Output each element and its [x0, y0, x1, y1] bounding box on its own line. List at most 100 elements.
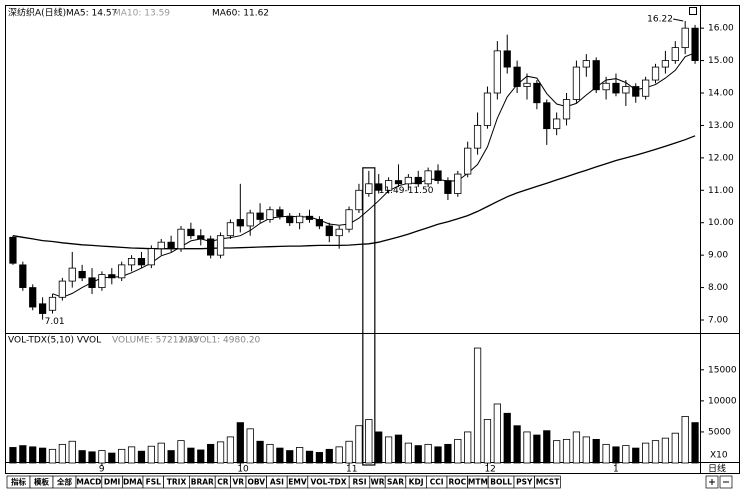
tab-label: EMV — [288, 478, 307, 487]
legend-ma60: MA60: 11.62 — [212, 9, 269, 19]
candle-body — [68, 267, 76, 282]
candle-body — [38, 303, 47, 314]
volume-bar — [464, 431, 472, 464]
candle-body — [375, 183, 383, 191]
candle-body — [365, 183, 373, 194]
volume-bar — [622, 445, 630, 464]
annotation-arrow — [673, 18, 684, 22]
tab-label: WR — [370, 478, 384, 487]
tab-label: MACD — [76, 478, 101, 487]
tab-label: DMA — [123, 478, 143, 487]
legend-ma10: MA10: 13.59 — [113, 9, 170, 19]
candle-body — [9, 236, 17, 264]
volume-bar — [553, 440, 561, 464]
window-button[interactable] — [689, 7, 697, 15]
volume-bar — [68, 440, 76, 464]
tab-label: BRAR — [191, 478, 214, 487]
volume-bar — [137, 450, 146, 464]
volume-title: VOL-TDX(5,10) VVOL — [8, 336, 101, 346]
candle-body — [216, 235, 225, 256]
volume-bar — [473, 347, 482, 464]
volume-bar — [582, 436, 590, 464]
candle-body — [58, 280, 66, 298]
annotation: 16.22 — [647, 15, 673, 25]
candle-body — [78, 270, 86, 279]
volume-bar — [216, 441, 225, 464]
volume-bar — [602, 443, 610, 464]
candle-body — [444, 180, 452, 194]
volume-bar — [9, 447, 17, 464]
candle-body — [473, 125, 482, 149]
candle-body — [157, 241, 165, 250]
volume-bar — [88, 451, 96, 464]
tab-label: TRIX — [167, 478, 187, 487]
x-tick-label: 1 — [613, 465, 619, 475]
candle-body — [276, 209, 284, 217]
volume-unit: X10 — [710, 451, 728, 461]
y-tick-label: 9.00 — [708, 251, 728, 261]
volume-bar — [454, 438, 462, 464]
candle-body — [464, 147, 472, 175]
candle-body — [118, 264, 126, 279]
candle-body — [88, 277, 96, 288]
tab-label: ASI — [270, 478, 284, 487]
volume-bar — [187, 447, 195, 464]
x-tick-label: 11 — [346, 465, 357, 475]
volume-bar — [58, 443, 66, 464]
candle-body — [602, 82, 610, 91]
candle-body — [612, 82, 620, 94]
tab-label: 模板 — [34, 477, 49, 487]
chart-title: 深纺织A(日线) — [8, 7, 66, 19]
volume-bar — [226, 436, 235, 464]
candle-body — [147, 248, 155, 266]
candle-body — [632, 86, 640, 97]
candle-body — [167, 241, 175, 250]
candle-body — [414, 176, 422, 185]
volume-bar — [543, 430, 551, 464]
candle-body — [533, 82, 541, 104]
volume-legend: VOLUME: 57212.33 — [112, 336, 199, 346]
candle-body — [651, 66, 660, 81]
x-tick-label: 9 — [99, 465, 105, 475]
volume-bar — [523, 431, 531, 464]
volume-bar — [177, 440, 185, 464]
tab-label: ROC — [448, 478, 466, 487]
tab-label: BOLL — [490, 478, 512, 487]
y-tick-label: 10.00 — [708, 218, 734, 228]
candle-body — [335, 228, 343, 237]
y-tick-label: 16.00 — [708, 24, 734, 34]
volume-bar — [562, 438, 571, 464]
volume-bar — [503, 412, 511, 464]
candle-body — [246, 212, 254, 227]
candle-body — [19, 264, 27, 288]
x-tick-label: 12 — [484, 465, 495, 475]
volume-bar — [365, 419, 373, 464]
highlight-box — [362, 167, 376, 466]
candle-body — [315, 219, 324, 227]
candle-body — [177, 228, 185, 250]
volume-bar — [325, 448, 333, 464]
volume-bar — [661, 437, 670, 464]
candle-body — [355, 189, 363, 211]
volume-bar — [642, 442, 650, 464]
tab[interactable] — [534, 475, 561, 489]
y-tick-label: 10000 — [708, 396, 737, 406]
volume-bar — [493, 403, 501, 464]
ma5-line — [52, 52, 696, 298]
candle-body — [562, 99, 571, 120]
volume-bar — [384, 436, 393, 464]
candle-body — [572, 66, 581, 100]
candle-body — [384, 180, 393, 191]
volume-bar — [572, 431, 581, 464]
tab-label: CR — [217, 478, 229, 487]
candle-body — [394, 180, 403, 185]
candle-body — [622, 86, 630, 94]
candle-body — [454, 173, 462, 194]
tab-label: CCI — [430, 478, 444, 487]
volume-bar — [444, 443, 452, 464]
tab-label: 指标 — [11, 477, 26, 487]
tab-label: MCST — [536, 478, 561, 487]
tab-label: PSY — [516, 478, 533, 487]
volume-bar — [108, 452, 116, 464]
candle-body — [582, 60, 590, 68]
